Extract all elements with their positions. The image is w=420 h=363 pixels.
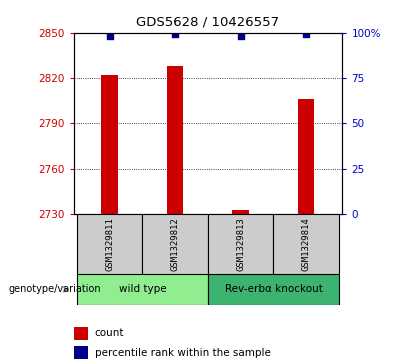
Point [237, 33, 244, 39]
Bar [74, 346, 88, 359]
Bar [233, 210, 249, 214]
Title: GDS5628 / 10426557: GDS5628 / 10426557 [136, 16, 279, 29]
Bar [101, 75, 118, 214]
Bar [208, 274, 339, 305]
Bar [273, 214, 339, 274]
Point [172, 32, 178, 37]
Text: Rev-erbα knockout: Rev-erbα knockout [225, 285, 323, 294]
Bar [142, 214, 208, 274]
Text: GSM1329811: GSM1329811 [105, 217, 114, 271]
Text: genotype/variation: genotype/variation [8, 285, 101, 294]
Point [303, 32, 310, 37]
Bar [74, 327, 88, 340]
Point [106, 33, 113, 39]
Bar [298, 99, 315, 214]
Bar [77, 274, 208, 305]
Text: GSM1329812: GSM1329812 [171, 217, 180, 271]
Bar [208, 214, 273, 274]
Bar [77, 214, 142, 274]
Text: GSM1329813: GSM1329813 [236, 217, 245, 271]
Text: percentile rank within the sample: percentile rank within the sample [95, 348, 270, 358]
Text: count: count [95, 328, 124, 338]
Bar [167, 66, 183, 214]
Text: wild type: wild type [118, 285, 166, 294]
Text: GSM1329814: GSM1329814 [302, 217, 311, 271]
